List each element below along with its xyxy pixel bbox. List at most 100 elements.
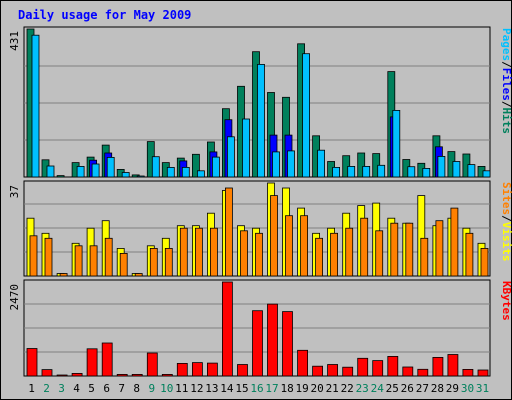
x-tick-label: 20 — [310, 382, 323, 395]
bar-kbytes-kbytes — [146, 352, 158, 377]
bar-visits-sites — [74, 245, 83, 277]
bar-visits-sites — [179, 227, 188, 277]
x-tick-label: 9 — [148, 382, 155, 395]
x-tick-label: 28 — [431, 382, 444, 395]
bar-kbytes-kbytes — [477, 369, 489, 377]
bar-kbytes-kbytes — [101, 342, 113, 377]
x-tick-label: 5 — [88, 382, 95, 395]
x-tick-label: 4 — [73, 382, 80, 395]
x-tick-label: 29 — [446, 382, 459, 395]
x-tick-label: 10 — [160, 382, 173, 395]
bar-visits-sites — [59, 273, 68, 277]
bar-kbytes-kbytes — [191, 362, 203, 377]
bar-hits-pages — [242, 118, 250, 178]
bar-hits-pages — [272, 151, 280, 178]
x-tick-label: 31 — [476, 382, 489, 395]
bar-hits-pages — [211, 156, 220, 178]
bar-hits-pages — [332, 166, 341, 178]
x-tick-label: 19 — [295, 382, 308, 395]
legend-entry: / — [500, 101, 512, 108]
bar-kbytes-kbytes — [86, 348, 98, 377]
bar-hits-pages — [166, 166, 175, 178]
x-tick-label: 14 — [220, 382, 234, 395]
bar-visits-sites — [89, 245, 98, 277]
legend-entry: / — [500, 215, 512, 222]
bar-visits-sites — [149, 247, 158, 277]
bar-visits-sites — [480, 247, 489, 277]
x-tick-label: 27 — [416, 382, 429, 395]
bar-hits-hits — [56, 175, 65, 178]
legend-kbytes: KBytes — [500, 281, 512, 321]
bar-kbytes-kbytes — [237, 364, 248, 377]
bar-visits-sites — [420, 237, 429, 277]
x-tick-label: 1 — [28, 382, 35, 395]
bar-hits-pages — [377, 164, 386, 178]
bar-hits-pages — [407, 166, 416, 178]
bar-hits-pages — [257, 64, 265, 178]
bar-kbytes-kbytes — [312, 365, 324, 377]
x-tick-label: 7 — [118, 382, 125, 395]
legend-entry: Sites — [500, 182, 512, 215]
bar-visits-sites — [435, 220, 444, 277]
max-label-hits: 431 — [8, 31, 21, 51]
bar-visits-sites — [240, 230, 248, 277]
bar-kbytes-kbytes — [402, 366, 414, 377]
bar-hits-hits — [191, 153, 200, 178]
bar-visits-sites — [330, 232, 339, 277]
x-tick-label: 30 — [461, 382, 474, 395]
bar-hits-pages — [181, 166, 190, 178]
bar-kbytes-kbytes — [432, 356, 444, 377]
bar-hits-pages — [422, 167, 431, 178]
bar-visits-sites — [375, 230, 384, 277]
bar-visits-sites — [209, 227, 218, 277]
bar-hits-pages — [151, 156, 160, 178]
bar-visits-sites — [119, 252, 128, 277]
bar-visits-sites — [164, 247, 173, 277]
bar-hits-pages — [347, 165, 356, 178]
legend-entry: Pages — [500, 28, 512, 61]
x-tick-label: 13 — [205, 382, 218, 395]
bar-visits-sites — [224, 187, 233, 277]
bar-kbytes-kbytes — [267, 303, 278, 377]
bar-kbytes-kbytes — [131, 373, 143, 377]
legend-entry: KBytes — [500, 281, 512, 321]
bar-kbytes-kbytes — [372, 360, 384, 377]
bar-hits-pages — [452, 161, 461, 178]
bar-hits-pages — [196, 170, 205, 178]
bar-hits-pages — [302, 53, 311, 178]
bar-kbytes-kbytes — [26, 348, 38, 377]
legend-entry: Visits — [500, 222, 512, 262]
x-tick-label: 2 — [43, 382, 50, 395]
x-tick-label: 22 — [341, 382, 354, 395]
bar-visits-sites — [104, 237, 113, 277]
chart-title: Daily usage for May 2009 — [18, 8, 191, 22]
bar-kbytes-kbytes — [71, 372, 83, 377]
bar-hits-pages — [31, 34, 40, 178]
bar-visits-sites — [29, 235, 38, 277]
bar-hits-pages — [437, 155, 446, 178]
x-tick-label: 12 — [190, 382, 203, 395]
bar-visits-sites — [194, 227, 203, 277]
bar-visits-sites — [360, 217, 369, 277]
x-tick-label: 17 — [265, 382, 278, 395]
bar-visits-sites — [465, 232, 474, 277]
bar-hits-pages — [482, 170, 491, 178]
bar-hits-pages — [106, 156, 115, 178]
legend-visits: Sites/Visits — [500, 182, 512, 262]
x-tick-label: 8 — [133, 382, 140, 395]
x-tick-label: 11 — [175, 382, 188, 395]
max-label-kbytes: 2470 — [8, 284, 21, 311]
bar-kbytes-kbytes — [161, 373, 173, 377]
bar-visits-sites — [345, 227, 354, 277]
max-label-visits: 37 — [8, 185, 21, 198]
legend-entry: Files — [500, 68, 512, 101]
bar-kbytes-kbytes — [282, 311, 293, 377]
bar-hits-pages — [121, 172, 130, 178]
bar-hits-pages — [76, 165, 85, 178]
bar-kbytes-kbytes — [176, 362, 188, 377]
bar-visits-sites — [390, 222, 399, 277]
bar-hits-pages — [392, 110, 401, 178]
bar-visits-sites — [134, 273, 143, 277]
legend-hits: Pages/Files/Hits — [500, 28, 512, 134]
